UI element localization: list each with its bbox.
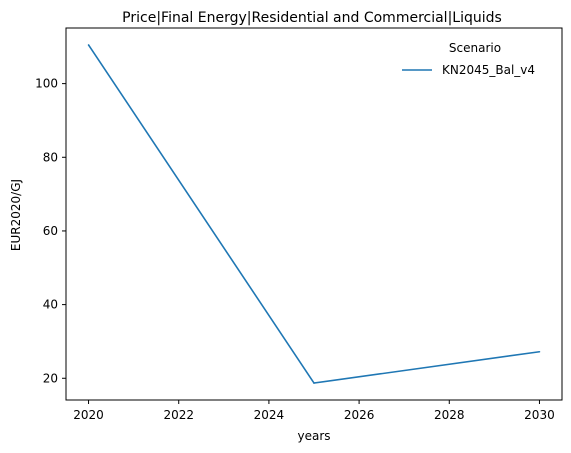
x-tick-label: 2024	[254, 408, 285, 422]
y-tick-label: 40	[43, 298, 58, 312]
chart-title: Price|Final Energy|Residential and Comme…	[122, 10, 502, 26]
y-axis: 20 40 60 80 100	[35, 77, 66, 385]
data-point	[538, 350, 541, 353]
data-point	[313, 382, 315, 384]
x-tick-label: 2028	[434, 408, 465, 422]
series-layer	[87, 44, 541, 384]
x-tick-label: 2022	[163, 408, 194, 422]
plot-area	[65, 27, 563, 401]
legend-label: KN2045_Bal_v4	[442, 63, 535, 77]
legend-title: Scenario	[449, 41, 501, 55]
x-tick-label: 2030	[524, 408, 555, 422]
y-tick-label: 60	[43, 224, 58, 238]
y-axis-label: EUR2020/GJ	[9, 179, 23, 251]
series-line	[87, 44, 540, 384]
legend: Scenario KN2045_Bal_v4	[402, 41, 535, 77]
x-tick-label: 2020	[73, 408, 104, 422]
data-point	[87, 44, 90, 46]
y-tick-label: 20	[43, 371, 58, 385]
x-tick-label: 2026	[344, 408, 375, 422]
x-axis: 2020 2022 2024 2026 2028 2030	[73, 400, 555, 422]
y-tick-label: 80	[43, 150, 58, 164]
y-tick-label: 100	[35, 77, 58, 91]
x-axis-label: years	[297, 429, 330, 443]
